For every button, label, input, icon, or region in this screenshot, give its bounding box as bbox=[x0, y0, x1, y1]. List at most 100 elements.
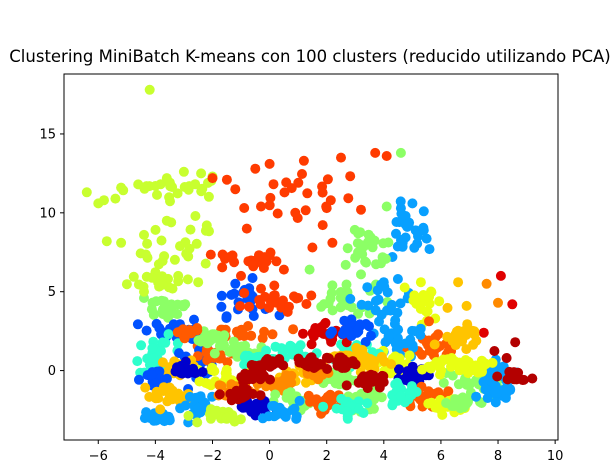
data-point bbox=[178, 301, 189, 312]
data-point bbox=[405, 334, 416, 345]
data-point bbox=[161, 310, 172, 321]
data-point bbox=[141, 325, 152, 336]
x-tick-label: −6 bbox=[89, 449, 108, 464]
data-point bbox=[150, 224, 161, 235]
data-point bbox=[437, 409, 448, 420]
data-point bbox=[338, 357, 349, 368]
data-point bbox=[134, 374, 144, 385]
data-point bbox=[191, 392, 202, 403]
data-point bbox=[207, 334, 218, 344]
data-point bbox=[370, 147, 381, 158]
data-point bbox=[235, 414, 246, 425]
data-point bbox=[255, 390, 266, 401]
data-point bbox=[495, 270, 506, 281]
data-point bbox=[378, 238, 389, 249]
data-point bbox=[409, 242, 420, 253]
cluster-59 bbox=[172, 323, 203, 344]
x-tick-label: −4 bbox=[146, 449, 165, 464]
cluster-65 bbox=[293, 352, 334, 374]
data-point bbox=[241, 390, 251, 401]
data-point bbox=[478, 376, 489, 387]
data-point bbox=[269, 357, 280, 367]
data-point bbox=[151, 296, 162, 307]
data-point bbox=[170, 366, 181, 377]
data-point bbox=[151, 318, 162, 329]
data-point bbox=[224, 252, 235, 262]
data-point bbox=[276, 381, 286, 392]
data-point bbox=[351, 342, 362, 353]
cluster-46 bbox=[140, 382, 194, 415]
data-point bbox=[415, 277, 426, 288]
data-point bbox=[183, 410, 194, 421]
data-point bbox=[168, 319, 179, 330]
cluster-13 bbox=[442, 277, 472, 313]
data-point bbox=[395, 203, 406, 214]
data-point bbox=[221, 368, 232, 379]
data-point bbox=[306, 339, 317, 350]
data-point bbox=[247, 273, 258, 283]
data-point bbox=[335, 302, 346, 313]
data-point bbox=[418, 225, 429, 236]
data-point bbox=[153, 259, 164, 270]
cluster-2 bbox=[207, 147, 392, 261]
data-point bbox=[482, 393, 493, 403]
cluster-4 bbox=[304, 147, 406, 280]
data-point bbox=[341, 380, 352, 391]
data-point bbox=[374, 373, 385, 383]
data-point bbox=[298, 328, 308, 339]
data-point bbox=[239, 359, 250, 370]
data-point bbox=[141, 407, 152, 418]
data-point bbox=[281, 370, 292, 381]
data-point bbox=[136, 340, 147, 351]
data-point bbox=[446, 355, 457, 365]
data-point bbox=[110, 193, 121, 204]
y-tick-label: 10 bbox=[39, 206, 56, 221]
data-point bbox=[172, 327, 183, 338]
data-point bbox=[422, 306, 433, 317]
data-point bbox=[121, 279, 132, 290]
data-point bbox=[367, 242, 378, 253]
cluster-19 bbox=[429, 319, 482, 355]
data-point bbox=[360, 337, 371, 347]
data-point bbox=[189, 314, 199, 325]
cluster-54 bbox=[193, 326, 239, 350]
data-point bbox=[191, 238, 202, 249]
x-tick-label: 0 bbox=[265, 449, 273, 464]
data-point bbox=[207, 173, 218, 184]
data-point bbox=[493, 297, 503, 308]
data-point bbox=[365, 232, 376, 243]
data-point bbox=[301, 377, 311, 388]
data-point bbox=[256, 201, 266, 212]
data-point bbox=[335, 287, 346, 298]
data-point bbox=[182, 274, 193, 285]
data-point bbox=[169, 254, 180, 265]
data-point bbox=[395, 147, 406, 158]
data-point bbox=[509, 374, 520, 385]
data-point bbox=[214, 389, 225, 400]
data-point bbox=[345, 171, 356, 182]
data-point bbox=[353, 228, 364, 239]
data-point bbox=[140, 249, 151, 260]
data-point bbox=[461, 300, 472, 311]
data-point bbox=[390, 351, 401, 362]
data-point bbox=[250, 163, 261, 174]
data-point bbox=[196, 186, 207, 197]
data-point bbox=[216, 290, 227, 301]
data-point bbox=[481, 278, 492, 289]
data-point bbox=[259, 371, 270, 381]
data-point bbox=[219, 339, 229, 350]
data-point bbox=[490, 387, 501, 398]
data-point bbox=[156, 235, 167, 246]
cluster-10 bbox=[316, 279, 393, 319]
data-point bbox=[383, 330, 394, 341]
cluster-57 bbox=[325, 314, 376, 347]
data-point bbox=[284, 301, 294, 312]
data-point bbox=[327, 280, 338, 291]
data-point bbox=[267, 401, 278, 411]
data-point bbox=[391, 228, 401, 239]
data-point bbox=[274, 310, 285, 321]
x-tick-label: 6 bbox=[437, 449, 445, 464]
data-point bbox=[303, 390, 314, 401]
